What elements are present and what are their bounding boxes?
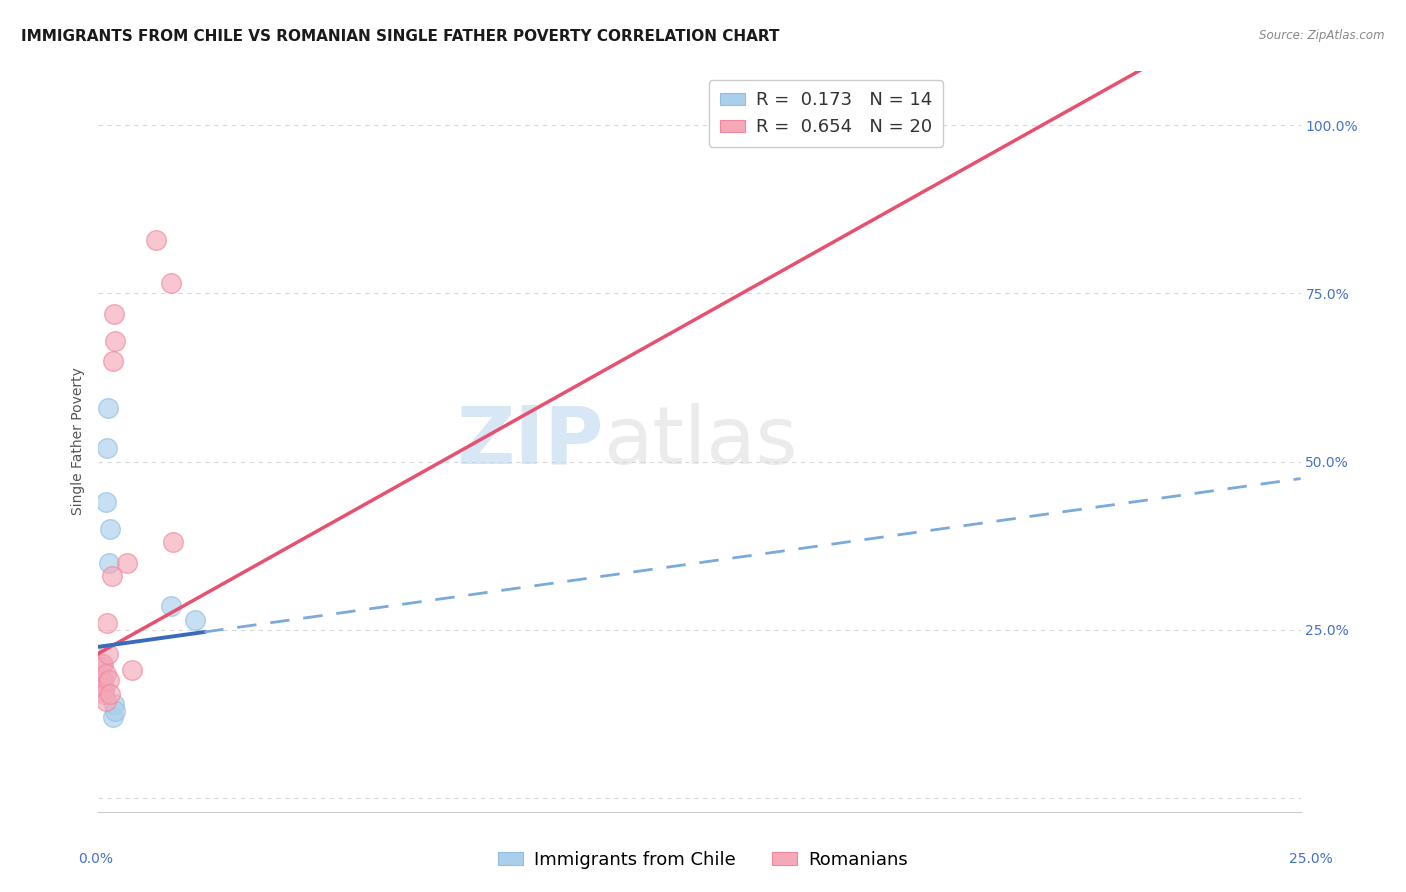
Point (97, 647, 120, 661)
Point (90, 660, 112, 674)
Point (97, 401, 120, 415)
Point (145, 233, 167, 247)
Point (101, 569, 124, 583)
Point (90, 673, 112, 688)
Point (100, 522, 122, 536)
Point (100, 687, 122, 701)
Point (104, 334, 127, 348)
Point (103, 307, 125, 321)
Point (98, 673, 121, 688)
Point (91, 680, 114, 694)
Point (121, 664, 143, 678)
Point (104, 704, 127, 718)
Point (91, 677, 114, 691)
Legend: Immigrants from Chile, Romanians: Immigrants from Chile, Romanians (491, 844, 915, 876)
Point (117, 556, 139, 570)
Text: Source: ZipAtlas.com: Source: ZipAtlas.com (1260, 29, 1385, 42)
Legend: R =  0.173   N = 14, R =  0.654   N = 20: R = 0.173 N = 14, R = 0.654 N = 20 (709, 80, 943, 147)
Point (183, 613, 205, 627)
Point (96, 442, 118, 456)
Text: 25.0%: 25.0% (1288, 853, 1333, 866)
Point (91, 657, 114, 671)
Point (101, 710, 124, 724)
Y-axis label: Single Father Poverty: Single Father Poverty (72, 368, 86, 516)
Point (94, 495, 117, 509)
Point (93, 687, 115, 701)
Point (91, 657, 114, 671)
Point (98, 556, 121, 570)
Point (91, 670, 114, 684)
Point (94, 694, 117, 708)
Point (159, 277, 181, 291)
Point (96, 616, 118, 631)
Text: atlas: atlas (603, 402, 797, 481)
Text: IMMIGRANTS FROM CHILE VS ROMANIAN SINGLE FATHER POVERTY CORRELATION CHART: IMMIGRANTS FROM CHILE VS ROMANIAN SINGLE… (21, 29, 779, 44)
Point (93, 683, 115, 698)
Point (101, 353, 124, 368)
Text: ZIP: ZIP (456, 402, 603, 481)
Point (162, 535, 184, 549)
Point (103, 697, 125, 711)
Point (94, 666, 117, 681)
Point (159, 599, 181, 614)
Text: 0.0%: 0.0% (79, 853, 112, 866)
